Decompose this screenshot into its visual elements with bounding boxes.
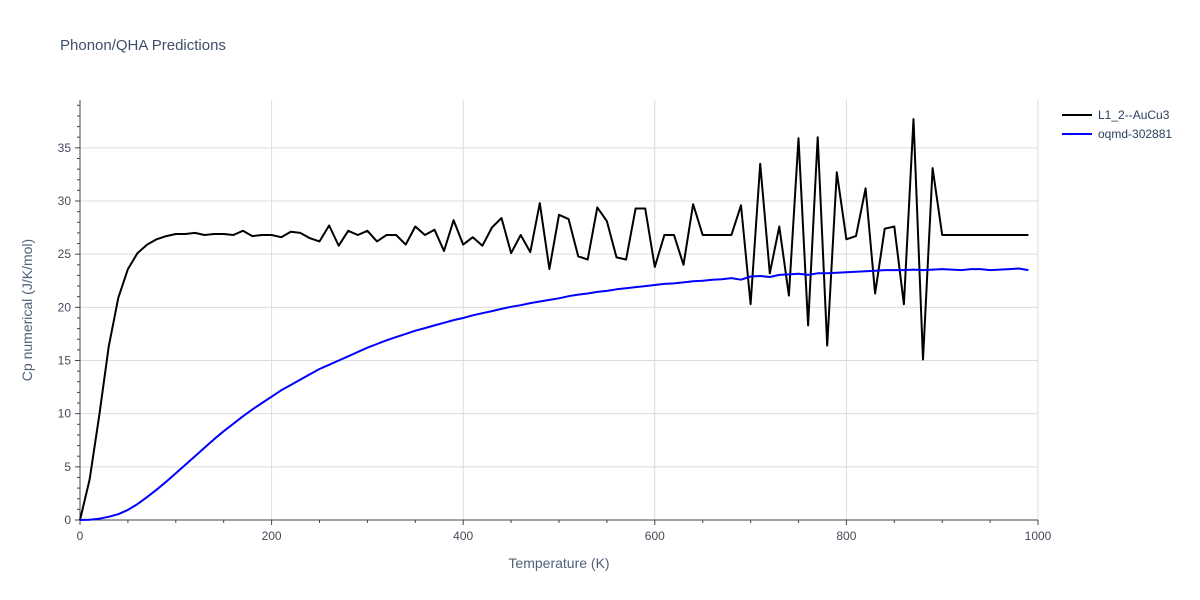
legend-item-series-0[interactable]: L1_2--AuCu3 [1062,108,1170,122]
x-tick-label: 400 [453,529,473,543]
y-tick-label: 15 [58,354,72,368]
legend-item-series-1[interactable]: oqmd-302881 [1062,127,1172,141]
y-tick-label: 35 [58,141,72,155]
tick-labels: 0 200 400 600 800 1000 0 5 10 15 20 25 30 35 [58,141,1052,543]
x-tick-label: 200 [262,529,282,543]
x-tick-label: 600 [645,529,665,543]
y-tick-label: 5 [64,460,71,474]
series-line-0 [79,118,1029,521]
y-tick-label: 0 [64,513,71,527]
y-axis-title: Cp numerical (J/K/mol) [19,239,35,381]
y-tick-label: 30 [58,194,72,208]
axes [75,100,1039,525]
legend-label: L1_2--AuCu3 [1098,108,1170,122]
plot-area [79,118,1029,521]
x-axis-title: Temperature (K) [508,555,609,571]
x-tick-label: 1000 [1025,529,1052,543]
legend-label: oqmd-302881 [1098,127,1172,141]
series-line-1 [79,267,1029,521]
x-tick-label: 800 [836,529,856,543]
y-tick-label: 20 [58,300,72,314]
grid [80,100,1039,520]
y-tick-label: 25 [58,247,72,261]
chart-title: Phonon/QHA Predictions [60,37,226,54]
x-tick-label: 0 [77,529,84,543]
legend: L1_2--AuCu3 oqmd-302881 [1062,108,1172,141]
y-tick-label: 10 [58,407,72,421]
